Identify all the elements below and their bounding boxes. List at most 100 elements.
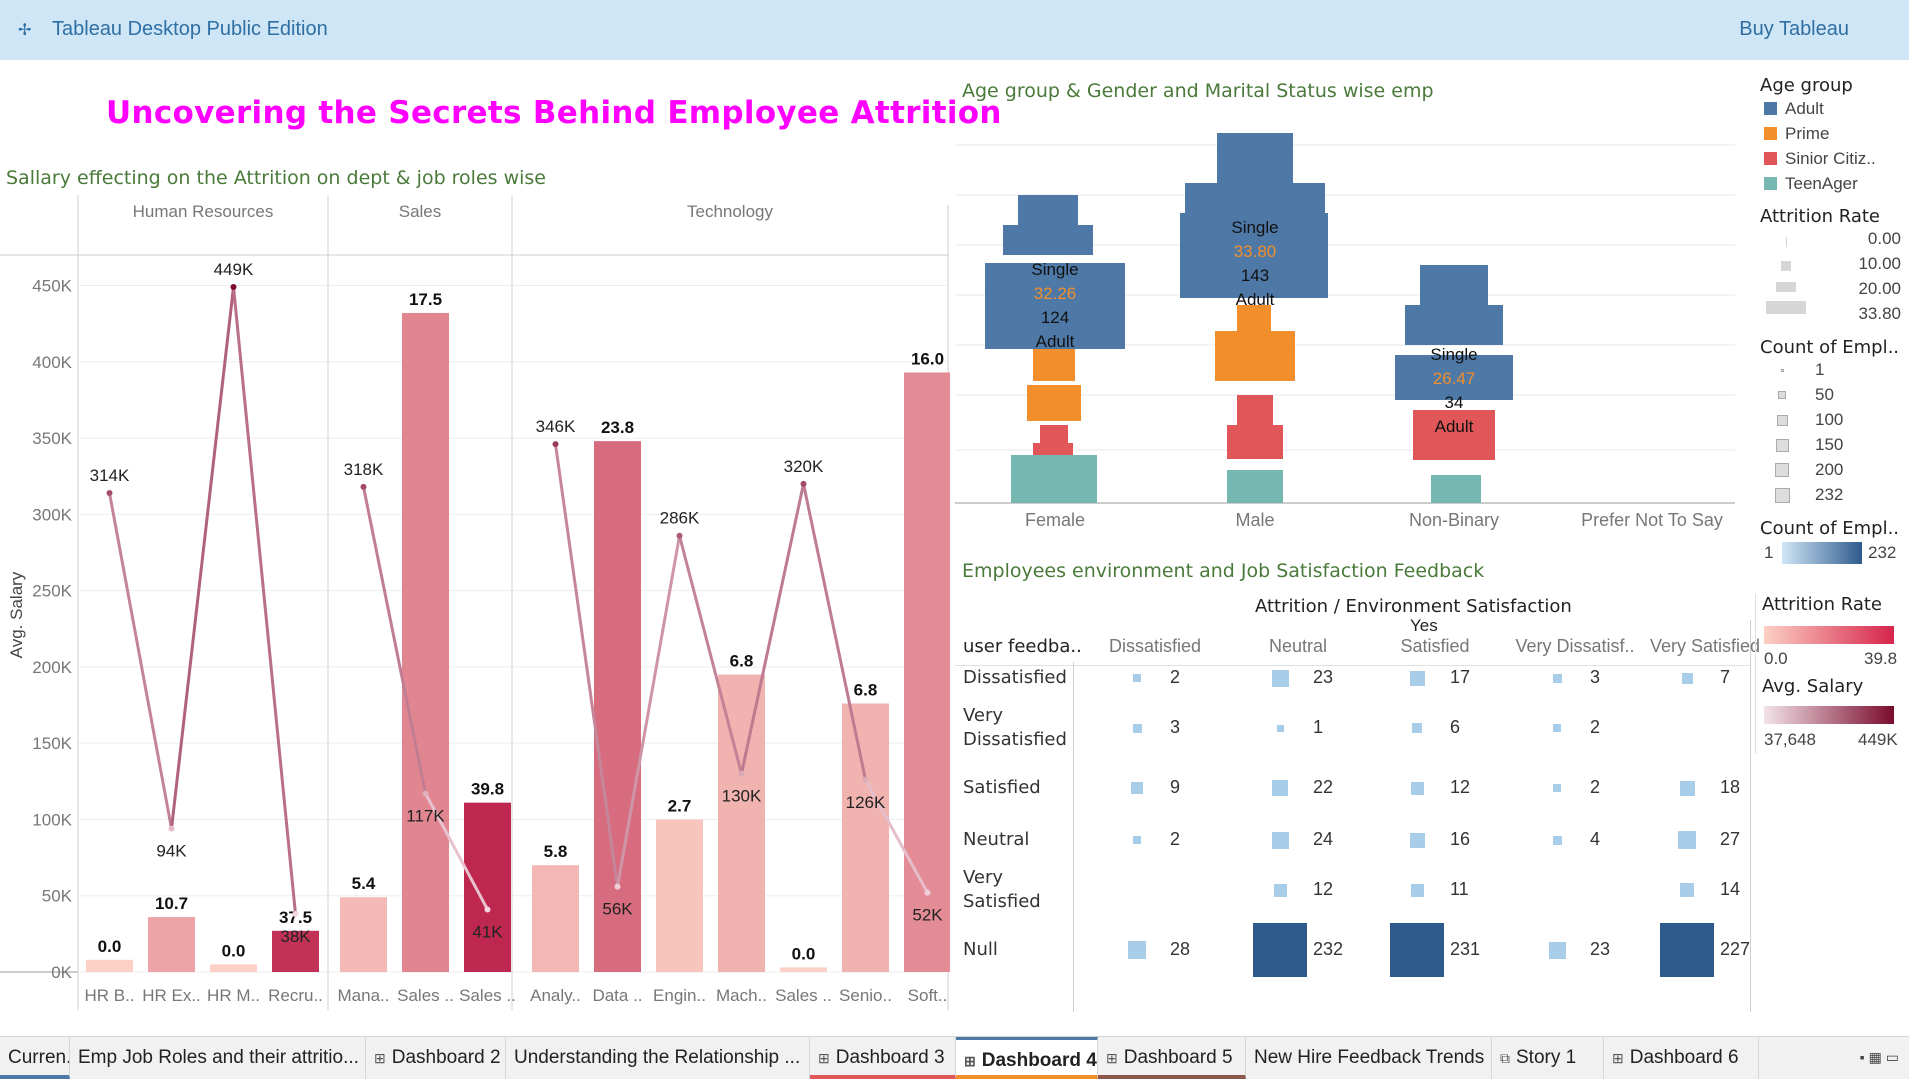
stack-block <box>1217 133 1293 183</box>
count-square-mark[interactable] <box>1681 672 1693 684</box>
matrix-row-label: Very Dissatisfied <box>963 705 1067 750</box>
attrition-bar[interactable] <box>904 372 950 972</box>
count-square-mark[interactable] <box>1660 923 1714 977</box>
nonbinary-stack[interactable] <box>1395 265 1513 503</box>
count-square-mark[interactable] <box>1273 883 1287 897</box>
salary-point[interactable] <box>924 889 931 896</box>
count-square-mark[interactable] <box>1253 923 1307 977</box>
attrition-bar[interactable] <box>340 897 387 972</box>
legend-size-mark <box>1778 391 1786 399</box>
salary-point[interactable] <box>168 825 175 832</box>
tab-2[interactable]: Emp Job Roles and their attritio... <box>70 1037 366 1079</box>
attrition-bar[interactable] <box>148 917 195 972</box>
count-square-mark[interactable] <box>1390 923 1444 977</box>
feedback-matrix[interactable]: Attrition / Environment Satisfaction Yes… <box>955 590 1760 1020</box>
count-square-mark[interactable] <box>1553 724 1561 732</box>
salary-point[interactable] <box>552 441 559 448</box>
count-square-mark[interactable] <box>1552 835 1562 845</box>
tab-5[interactable]: ⊞ Dashboard 3 <box>810 1037 956 1079</box>
tab-6[interactable]: ⊞ Dashboard 4 <box>956 1037 1098 1079</box>
attrition-bar[interactable] <box>594 441 641 973</box>
salary-line-segment <box>678 535 743 775</box>
tab-7[interactable]: ⊞ Dashboard 5 <box>1098 1037 1246 1079</box>
salary-point[interactable] <box>800 480 807 487</box>
count-square-mark[interactable] <box>1133 836 1141 844</box>
count-square-mark[interactable] <box>1679 780 1695 796</box>
tab-10[interactable]: ⊞ Dashboard 6 <box>1604 1037 1759 1079</box>
attrition-bar[interactable] <box>210 964 257 972</box>
count-square-mark[interactable] <box>1409 832 1425 848</box>
attrition-bar[interactable] <box>718 674 765 972</box>
count-square-mark[interactable] <box>1271 831 1289 849</box>
legend-count-size-item: 50 <box>1760 383 1909 408</box>
count-square-mark[interactable] <box>1271 669 1289 687</box>
matrix-title: Employees environment and Job Satisfacti… <box>962 560 1485 582</box>
attrition-bar[interactable] <box>842 703 889 972</box>
count-square-mark[interactable] <box>1276 724 1284 732</box>
tab-view-controls-icon[interactable]: ▪ ▦ ▭ <box>1859 1049 1899 1065</box>
app-title: Tableau Desktop Public Edition <box>52 18 328 40</box>
count-square-mark[interactable] <box>1132 723 1142 733</box>
tab-4[interactable]: Understanding the Relationship ... <box>506 1037 810 1079</box>
count-square-mark[interactable] <box>1552 673 1562 683</box>
attrition-bar[interactable] <box>272 930 319 972</box>
tab-label: Dashboard 6 <box>1629 1047 1739 1068</box>
salary-point[interactable] <box>292 911 299 918</box>
attrition-bar[interactable] <box>656 819 703 972</box>
tab-1[interactable]: Curren... <box>0 1037 70 1079</box>
salary-point[interactable] <box>738 770 745 777</box>
matrix-column-header: Very Dissatisf.. <box>1515 636 1635 656</box>
salary-point[interactable] <box>484 906 491 913</box>
salary-line-segment <box>554 443 619 887</box>
age-gender-chart[interactable]: Single 32.26 124 Adult Single 33.80 143 … <box>955 125 1735 545</box>
count-square-mark[interactable] <box>1678 831 1696 849</box>
tab-label: Emp Job Roles and their attritio... <box>78 1047 359 1068</box>
salary-point[interactable] <box>422 790 429 797</box>
count-value-label: 2 <box>1170 667 1181 687</box>
attrition-bar[interactable] <box>402 312 449 972</box>
salary-point[interactable] <box>360 483 367 490</box>
y-axis-label: Avg. Salary <box>7 571 26 658</box>
legend-age-item[interactable]: Prime <box>1760 121 1909 146</box>
buy-tableau-link[interactable]: Buy Tableau <box>1739 18 1849 40</box>
legend-label: TeenAger <box>1785 173 1858 193</box>
attrition-bar[interactable] <box>464 802 511 972</box>
male-stack[interactable] <box>1180 133 1328 503</box>
count-value-label: 22 <box>1313 777 1334 797</box>
count-square-mark[interactable] <box>1410 883 1424 897</box>
tab-3[interactable]: ⊞ Dashboard 2 <box>366 1037 506 1079</box>
count-square-mark[interactable] <box>1131 782 1143 794</box>
salary-attrition-chart[interactable]: 0K 50K 100K 150K 200K 250K 300K 350K 400K 450K Avg… <box>0 195 950 1020</box>
salary-line-segment <box>424 792 489 911</box>
attrition-bar[interactable] <box>86 959 133 972</box>
department-header: Technology <box>687 202 774 221</box>
salary-point[interactable] <box>676 532 683 539</box>
salary-point[interactable] <box>106 489 113 496</box>
count-square-mark[interactable] <box>1548 941 1566 959</box>
salary-point[interactable] <box>614 883 621 890</box>
tab-9[interactable]: ⧉ Story 1 <box>1492 1037 1604 1079</box>
attrition-bar[interactable] <box>532 865 579 972</box>
legend-size-mark <box>1776 282 1796 293</box>
salary-value-label: 130K <box>722 787 762 806</box>
legend-size-mark <box>1766 300 1806 314</box>
legend-age-item[interactable]: TeenAger <box>1760 171 1909 196</box>
count-square-mark[interactable] <box>1680 883 1694 897</box>
count-square-mark[interactable] <box>1272 780 1288 796</box>
count-square-mark[interactable] <box>1410 781 1424 795</box>
count-square-mark[interactable] <box>1553 784 1561 792</box>
female-stack[interactable] <box>985 195 1125 503</box>
legend-age-item[interactable]: Sinior Citiz.. <box>1760 146 1909 171</box>
count-square-mark[interactable] <box>1409 670 1425 686</box>
salary-point[interactable] <box>230 284 237 291</box>
legend-age-item[interactable]: Adult <box>1760 96 1909 121</box>
salary-value-label: 286K <box>660 509 700 528</box>
legend-size-mark <box>1785 237 1787 247</box>
count-square-mark[interactable] <box>1412 723 1422 733</box>
tab-8[interactable]: New Hire Feedback Trends <box>1246 1037 1492 1079</box>
attrition-bar[interactable] <box>780 967 827 972</box>
count-square-mark[interactable] <box>1128 941 1146 959</box>
count-square-mark[interactable] <box>1133 674 1141 682</box>
salary-point[interactable] <box>862 776 869 783</box>
tab-label: Curren... <box>8 1047 69 1068</box>
